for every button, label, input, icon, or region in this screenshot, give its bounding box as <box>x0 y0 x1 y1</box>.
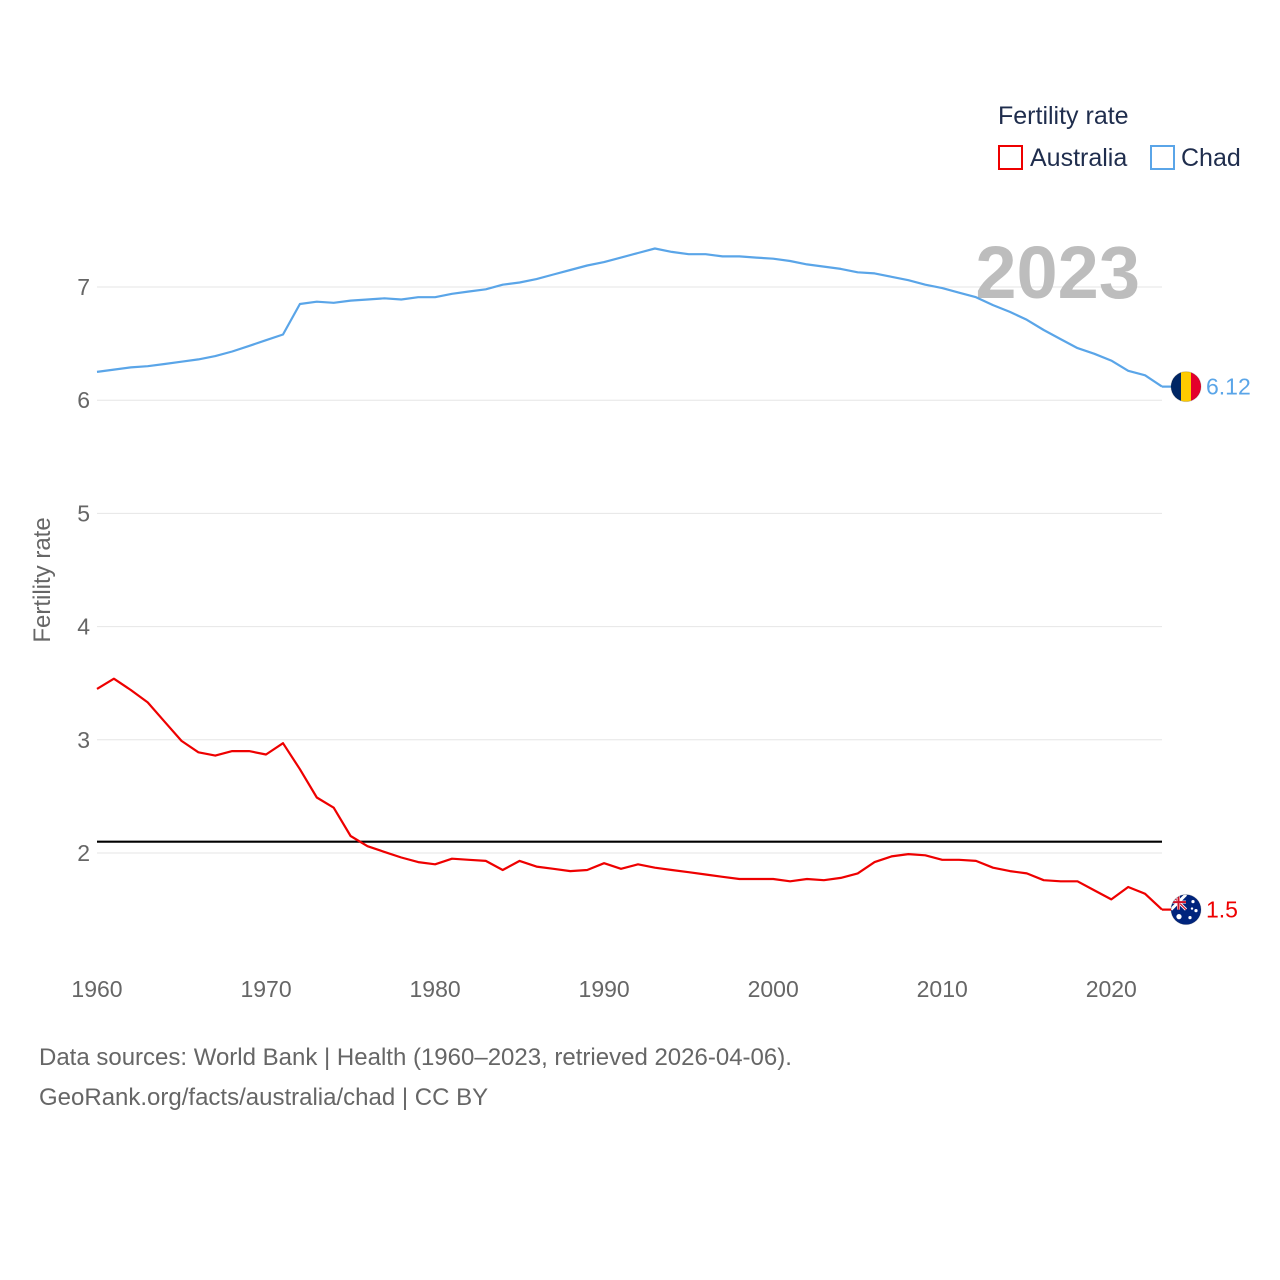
x-axis-ticks: 1960 1970 1980 1990 2000 2010 2020 <box>71 976 1136 1002</box>
legend: Fertility rate Australia Chad <box>998 102 1241 172</box>
footer-sources: Data sources: World Bank | Health (1960–… <box>39 1044 792 1071</box>
legend-label-chad: Chad <box>1181 144 1241 172</box>
series-line-chad[interactable] <box>96 247 1163 388</box>
fertility-chart: 2 3 4 5 6 7 1960 1970 1980 1990 2000 2010 2020 Fert… <box>29 102 1251 1002</box>
y-tick-label: 6 <box>77 387 90 413</box>
y-tick-label: 4 <box>77 614 90 640</box>
legend-swatch-chad <box>1150 145 1175 170</box>
australia-flag-icon <box>1170 894 1202 926</box>
x-tick-label: 1960 <box>71 976 122 1002</box>
legend-title: Fertility rate <box>998 102 1129 130</box>
y-axis-ticks: 2 3 4 5 6 7 <box>77 274 90 866</box>
y-tick-label: 2 <box>77 840 90 866</box>
grid-lines <box>97 286 1162 854</box>
series-end-label-australia: 1.5 <box>1206 897 1238 923</box>
x-tick-label: 1990 <box>579 976 630 1002</box>
y-axis-title: Fertility rate <box>29 517 56 642</box>
legend-item-australia[interactable]: Australia <box>998 144 1127 172</box>
chad-flag-icon <box>1170 371 1202 403</box>
x-tick-label: 2010 <box>917 976 968 1002</box>
legend-item-chad[interactable]: Chad <box>1150 144 1241 172</box>
x-tick-label: 2020 <box>1086 976 1137 1002</box>
legend-label-australia: Australia <box>1030 144 1127 172</box>
y-tick-label: 3 <box>77 727 90 753</box>
x-tick-label: 1980 <box>410 976 461 1002</box>
series-lines <box>96 247 1163 911</box>
y-tick-label: 5 <box>77 500 90 526</box>
series-end-markers: 1.5 6.12 <box>1162 371 1251 926</box>
x-tick-label: 1970 <box>240 976 291 1002</box>
x-tick-label: 2000 <box>748 976 799 1002</box>
series-end-label-chad: 6.12 <box>1206 374 1251 400</box>
series-line-australia[interactable] <box>96 677 1163 911</box>
footer-attribution: GeoRank.org/facts/australia/chad | CC BY <box>39 1084 489 1111</box>
legend-swatch-australia <box>998 145 1023 170</box>
year-watermark: 2023 <box>975 231 1140 314</box>
y-tick-label: 7 <box>77 274 90 300</box>
